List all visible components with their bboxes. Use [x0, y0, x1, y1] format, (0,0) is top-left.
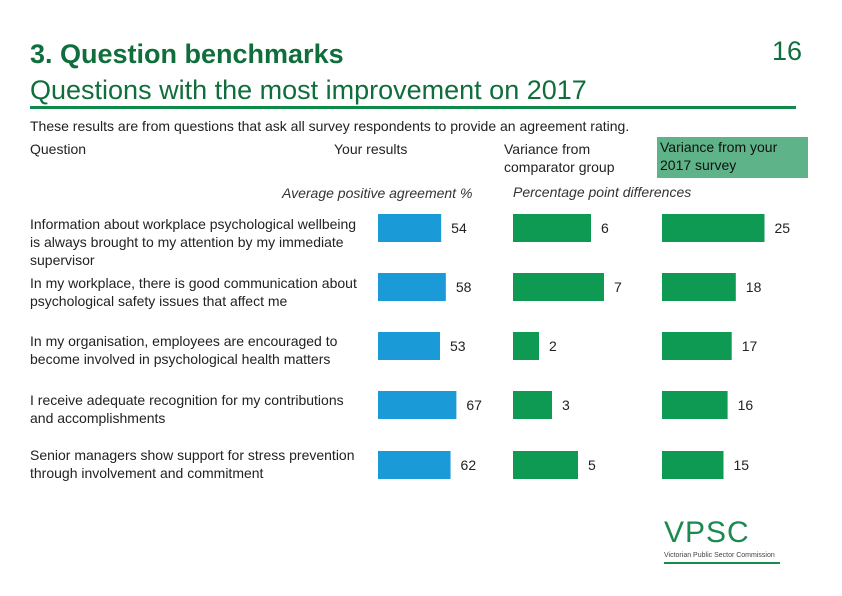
survey-2017-variance-bar-label: 25 — [775, 220, 791, 236]
logo-text: Victorian Public Sector Commission — [664, 552, 775, 559]
page-title: 3. Question benchmarks Questions with th… — [30, 36, 587, 108]
logo-mark: VPSC — [664, 516, 750, 549]
your-results-bar — [378, 332, 441, 360]
survey-2017-variance-bar-label: 18 — [746, 279, 762, 295]
column-header-2017: Variance from your 2017 survey — [657, 137, 808, 178]
your-results-bar — [378, 214, 442, 242]
comparator-variance-bar-label: 6 — [601, 220, 609, 236]
your-results-bar — [378, 273, 446, 301]
column-header-your-results: Your results — [334, 141, 408, 157]
logo-underline — [664, 562, 780, 564]
question-text: In my workplace, there is good communica… — [30, 275, 357, 309]
your-results-bar-label: 67 — [466, 397, 482, 413]
your-results-bar-label: 54 — [451, 220, 467, 236]
intro-text: These results are from questions that as… — [30, 118, 630, 134]
comparator-variance-bar-label: 2 — [549, 338, 557, 354]
comparator-variance-bar — [513, 391, 552, 419]
vpsc-logo: VPSC Victorian Public Sector Commission — [664, 518, 784, 564]
question-text: Information about workplace psychologica… — [30, 216, 357, 268]
survey-2017-variance-bar — [662, 451, 724, 479]
your-results-bar — [378, 391, 457, 419]
survey-2017-variance-bar-label: 16 — [738, 397, 754, 413]
comparator-variance-bar — [513, 332, 539, 360]
survey-2017-variance-bar — [662, 273, 736, 301]
comparator-variance-bar — [513, 214, 591, 242]
survey-2017-variance-bar — [662, 391, 728, 419]
survey-2017-variance-bar-label: 17 — [742, 338, 758, 354]
survey-2017-variance-bar — [662, 332, 732, 360]
survey-2017-variance-bar-label: 15 — [734, 457, 750, 473]
column-header-comparator: Variance from comparator group — [504, 141, 615, 175]
question-text: In my organisation, employees are encour… — [30, 333, 338, 367]
your-results-bar-label: 62 — [461, 457, 477, 473]
survey-2017-variance-bar — [662, 214, 765, 242]
column-header-question: Question — [30, 141, 87, 157]
title-divider — [30, 106, 796, 109]
comparator-variance-bar — [513, 273, 604, 301]
comparator-variance-bar-label: 3 — [562, 397, 570, 413]
comparator-variance-bar-label: 7 — [614, 279, 622, 295]
comparator-variance-bar-label: 5 — [588, 457, 596, 473]
question-text: Senior managers show support for stress … — [30, 447, 355, 481]
title-line-1: 3. Question benchmarks — [30, 39, 344, 69]
subheader-percentage-points: Percentage point differences — [513, 184, 692, 200]
question-text: I receive adequate recognition for my co… — [30, 392, 344, 426]
comparator-variance-bar — [513, 451, 578, 479]
your-results-bar — [378, 451, 451, 479]
your-results-bar-label: 58 — [456, 279, 472, 295]
your-results-bar-label: 53 — [450, 338, 466, 354]
page-number: 16 — [771, 36, 802, 66]
title-line-2: Questions with the most improvement on 2… — [30, 75, 587, 105]
subheader-average-agreement: Average positive agreement % — [282, 185, 473, 201]
